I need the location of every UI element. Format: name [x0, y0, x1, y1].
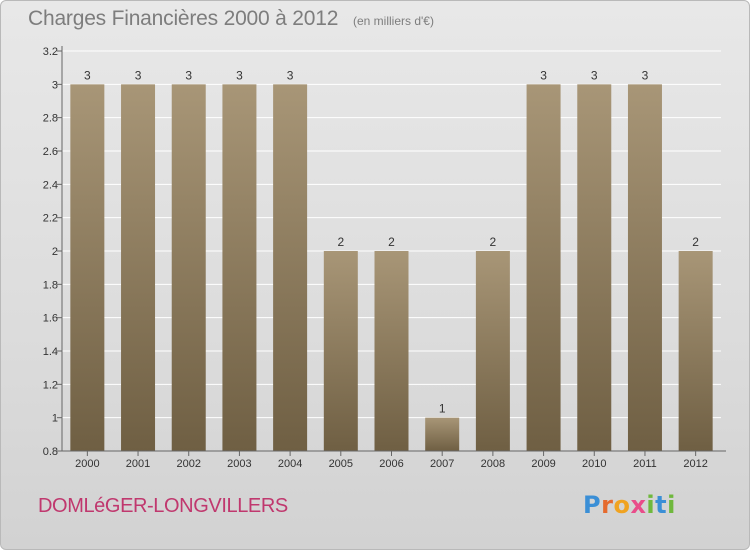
y-tick-label: 0.8 [43, 446, 58, 458]
x-tick-label: 2006 [379, 458, 403, 470]
bar-2011 [627, 84, 662, 451]
data-label: 3 [135, 68, 142, 82]
logo-letter: r [601, 491, 614, 519]
bar-2003 [222, 84, 257, 451]
data-label: 3 [540, 68, 547, 82]
bar-2012 [678, 251, 713, 451]
logo-letter: i [667, 491, 676, 519]
data-label: 3 [84, 68, 91, 82]
chart-unit: (en milliers d'€) [353, 14, 434, 28]
logo-letter: x [630, 491, 647, 519]
x-tick-label: 2001 [126, 458, 150, 470]
bar-2001 [121, 84, 156, 451]
bar-2004 [273, 84, 308, 451]
data-label: 3 [236, 68, 243, 82]
bar-2000 [70, 84, 105, 451]
data-label: 3 [287, 68, 294, 82]
labels: 0.8 1 1.2 1.4 1.6 1.8 2 2.2 2.4 2.6 2.8 3 3.2 3 2000 3 2… [43, 46, 708, 470]
x-tick-label: 2007 [430, 458, 454, 470]
x-tick-label: 2000 [75, 458, 99, 470]
y-tick-label: 2.6 [43, 146, 58, 158]
bar-2010 [577, 84, 612, 451]
y-tick-label: 1.6 [43, 313, 58, 325]
logo-letter: t [655, 491, 668, 519]
bar-2005 [323, 251, 358, 451]
y-tick-label: 2.8 [43, 113, 58, 125]
logo-letter: i [646, 491, 656, 519]
data-label: 3 [591, 68, 598, 82]
data-label: 3 [185, 68, 192, 82]
x-tick-label: 2005 [329, 458, 353, 470]
x-tick-label: 2003 [227, 458, 251, 470]
x-tick-label: 2008 [481, 458, 505, 470]
data-label: 3 [642, 68, 649, 82]
axes [57, 46, 726, 456]
bar-2006 [374, 251, 409, 451]
data-label: 1 [439, 402, 446, 416]
data-label: 2 [388, 235, 395, 249]
data-label: 2 [490, 235, 497, 249]
x-tick-label: 2004 [278, 458, 302, 470]
y-tick-label: 3.2 [43, 46, 58, 58]
bar-2008 [475, 251, 510, 451]
chart-title: Charges Financières 2000 à 2012 [28, 7, 339, 30]
bars [70, 84, 713, 451]
y-tick-label: 3 [52, 79, 58, 91]
y-tick-label: 1.2 [43, 379, 58, 391]
x-tick-label: 2012 [683, 458, 707, 470]
logo-letter: P [583, 491, 602, 519]
y-tick-label: 1 [52, 413, 58, 425]
x-tick-label: 2009 [531, 458, 555, 470]
y-tick-label: 2 [52, 246, 58, 258]
proxiti-logo: Proxiti [583, 491, 676, 519]
x-tick-label: 2010 [582, 458, 606, 470]
y-tick-label: 1.4 [43, 346, 58, 358]
logo-letter: o [613, 491, 631, 519]
y-tick-label: 2.2 [43, 213, 58, 225]
commune-name: DOMLéGER-LONGVILLERS [38, 495, 288, 517]
data-label: 2 [692, 235, 699, 249]
data-label: 2 [337, 235, 344, 249]
x-tick-label: 2002 [176, 458, 200, 470]
x-tick-label: 2011 [633, 458, 657, 470]
y-tick-label: 2.4 [43, 179, 58, 191]
y-tick-label: 1.8 [43, 279, 58, 291]
bar-2002 [171, 84, 206, 451]
bar-2007 [425, 417, 460, 451]
bar-2009 [526, 84, 561, 451]
